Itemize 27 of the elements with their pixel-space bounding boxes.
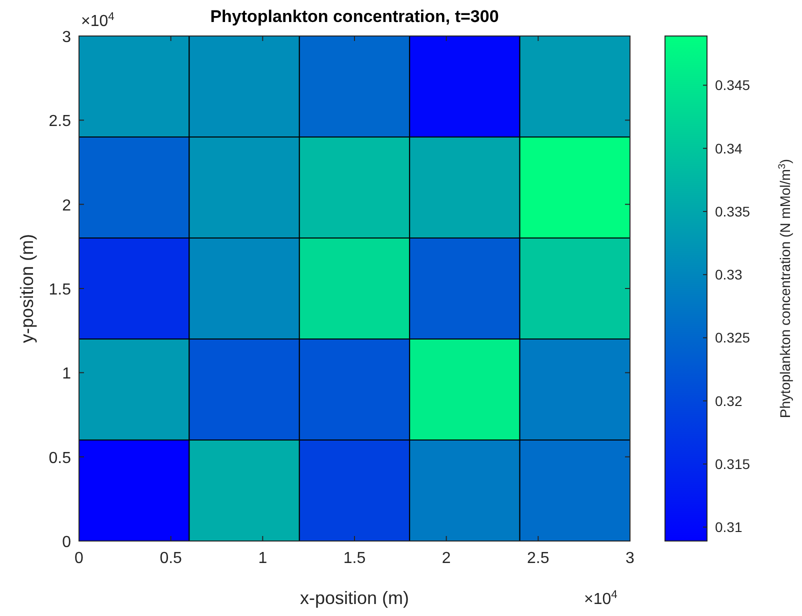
color-bar-label: 0.32 [715,392,742,409]
text: ×10$^{4}$ [81,11,114,30]
y-tick-label: 2.5 [48,113,72,130]
y-tick-label: 1 [62,366,72,383]
color-bar-label: 0.33 [715,266,742,283]
y-tick-label: 3 [62,29,72,46]
x-tick-label: 2.5 [527,550,550,567]
x-tick-label: 1 [258,550,268,567]
color-bar-label: 0.34 [715,140,742,156]
y-tick-label: 0.5 [48,450,72,467]
y-tick-label: 1.5 [48,282,72,298]
x-tick-label: 0.5 [160,550,182,567]
text: ×10$^{4}$ [584,589,618,608]
x-tick-label: 1.5 [343,550,366,567]
x-tick-label: 3 [626,550,635,567]
color-bar-label: 0.345 [715,77,750,94]
chart-title: Phytoplankton concentration, t=300 [210,7,499,26]
x-tick-label: 0 [74,550,84,567]
color-bar-label: 0.315 [715,456,750,472]
x-axis-title: x-position (m) [300,588,410,608]
y-tick-label: 2 [62,197,72,214]
color-bar-label: 0.325 [715,330,750,346]
color-bar-label: 0.335 [715,203,750,220]
color-bar-label: 0.31 [715,519,742,536]
y-axis-title: y-position (m) [17,234,37,344]
y-tick-label: 0 [62,534,72,551]
x-tick-label: 2 [442,550,451,567]
